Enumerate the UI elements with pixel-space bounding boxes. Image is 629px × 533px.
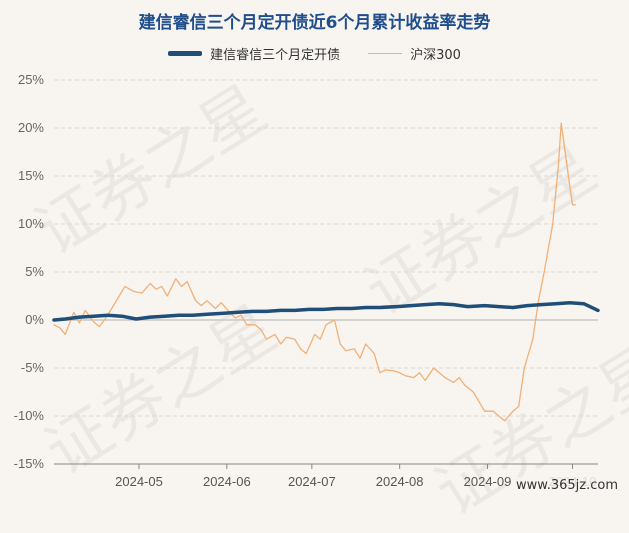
y-tick-label: 5%	[25, 264, 44, 279]
chart-title: 建信睿信三个月定开债近6个月累计收益率走势	[138, 13, 491, 33]
x-tick-label: 2024-06	[203, 474, 251, 489]
y-tick-label: 20%	[18, 120, 44, 135]
legend-swatch-index	[368, 52, 403, 55]
x-tick-label: 2024-08	[376, 474, 424, 489]
chart-container: 证券之星 证券之星 证券之星 证券之星 建信睿信三个月定开债近6个月累计收益率走…	[0, 13, 629, 530]
series-line-fund	[52, 300, 600, 322]
x-tick-label: 2024-07	[288, 474, 336, 489]
y-tick-label: -10%	[14, 408, 45, 423]
y-tick-label: -5%	[21, 360, 45, 375]
y-tick-label: 25%	[18, 72, 44, 87]
y-tick-label: 10%	[18, 216, 44, 231]
legend-label-index: 沪深300	[410, 48, 461, 63]
x-tick-label: 2024-05	[115, 474, 163, 489]
x-tick-label: 2024-09	[464, 474, 512, 489]
legend-item-index: 沪深300	[368, 44, 461, 63]
legend-label-fund: 建信睿信三个月定开债	[210, 48, 341, 63]
legend: 建信睿信三个月定开债 沪深300	[0, 44, 629, 63]
y-tick-label: 15%	[18, 168, 44, 183]
y-tick-label: -15%	[14, 456, 45, 471]
y-tick-label: 0%	[25, 312, 44, 327]
legend-swatch-fund	[168, 51, 203, 56]
legend-item-fund: 建信睿信三个月定开债	[168, 44, 340, 63]
series-line-index	[53, 122, 576, 422]
plot-area: 25% 20% 15% 10% 5% 0% -5% -10% -15% 2024-05 2024-0…	[14, 72, 600, 489]
site-label: www.365jz.com	[513, 477, 621, 494]
